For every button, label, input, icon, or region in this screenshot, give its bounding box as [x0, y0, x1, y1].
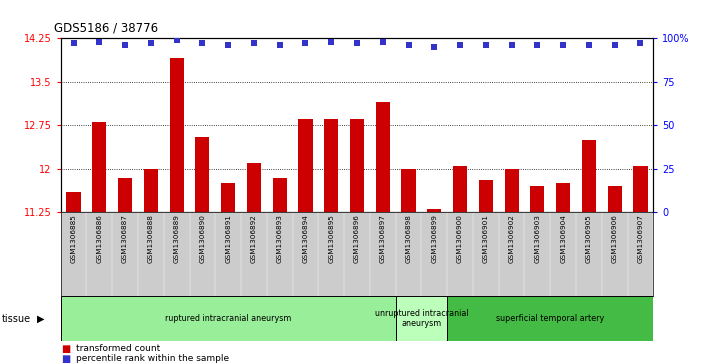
- Bar: [118, 178, 132, 212]
- Text: GSM1306898: GSM1306898: [406, 214, 411, 263]
- Text: percentile rank within the sample: percentile rank within the sample: [76, 354, 229, 363]
- Bar: [505, 169, 518, 212]
- Point: [326, 39, 337, 45]
- Text: GSM1306889: GSM1306889: [174, 214, 180, 263]
- Point: [171, 37, 182, 43]
- Bar: [376, 102, 390, 212]
- Text: GSM1306887: GSM1306887: [122, 214, 128, 263]
- Text: GSM1306886: GSM1306886: [96, 214, 102, 263]
- Text: GSM1306892: GSM1306892: [251, 214, 257, 263]
- Bar: [427, 209, 441, 212]
- Bar: [350, 119, 364, 212]
- Text: unruptured intracranial
aneurysm: unruptured intracranial aneurysm: [375, 309, 468, 328]
- Bar: [247, 163, 261, 212]
- Point: [609, 42, 620, 48]
- Bar: [273, 178, 287, 212]
- Text: ruptured intracranial aneurysm: ruptured intracranial aneurysm: [165, 314, 291, 323]
- Text: GSM1306906: GSM1306906: [612, 214, 618, 263]
- Text: GSM1306897: GSM1306897: [380, 214, 386, 263]
- Text: GSM1306893: GSM1306893: [277, 214, 283, 263]
- Bar: [582, 140, 596, 212]
- Point: [351, 40, 363, 46]
- Text: GSM1306903: GSM1306903: [534, 214, 540, 263]
- Bar: [453, 166, 467, 212]
- Bar: [479, 180, 493, 212]
- Bar: [324, 119, 338, 212]
- Text: ▶: ▶: [37, 314, 45, 323]
- Point: [145, 40, 156, 46]
- Text: GSM1306895: GSM1306895: [328, 214, 334, 263]
- Text: tissue: tissue: [1, 314, 31, 323]
- Bar: [298, 119, 313, 212]
- Text: GSM1306905: GSM1306905: [586, 214, 592, 263]
- Text: GSM1306899: GSM1306899: [431, 214, 437, 263]
- Point: [635, 40, 646, 46]
- Bar: [66, 192, 81, 212]
- Bar: [531, 186, 545, 212]
- Text: GSM1306885: GSM1306885: [71, 214, 76, 263]
- Point: [68, 40, 79, 46]
- Point: [248, 40, 260, 46]
- Text: GSM1306901: GSM1306901: [483, 214, 489, 263]
- Point: [403, 42, 414, 48]
- Point: [532, 42, 543, 48]
- Bar: [221, 183, 235, 212]
- Bar: [144, 169, 158, 212]
- Point: [428, 44, 440, 50]
- Bar: [633, 166, 648, 212]
- Text: GSM1306891: GSM1306891: [225, 214, 231, 263]
- Text: GSM1306888: GSM1306888: [148, 214, 154, 263]
- Point: [454, 42, 466, 48]
- Bar: [447, 296, 653, 341]
- Point: [583, 42, 595, 48]
- Point: [377, 39, 388, 45]
- Point: [119, 42, 131, 48]
- Text: GSM1306900: GSM1306900: [457, 214, 463, 263]
- Point: [480, 42, 491, 48]
- Bar: [196, 137, 209, 212]
- Point: [196, 40, 208, 46]
- Text: ■: ■: [61, 354, 70, 363]
- Bar: [92, 122, 106, 212]
- Text: GSM1306896: GSM1306896: [354, 214, 360, 263]
- Text: GSM1306907: GSM1306907: [638, 214, 643, 263]
- Text: GSM1306904: GSM1306904: [560, 214, 566, 263]
- Point: [274, 42, 286, 48]
- Text: superficial temporal artery: superficial temporal artery: [496, 314, 604, 323]
- Bar: [396, 296, 447, 341]
- Text: GDS5186 / 38776: GDS5186 / 38776: [54, 21, 158, 34]
- Point: [300, 40, 311, 46]
- Text: GSM1306890: GSM1306890: [199, 214, 206, 263]
- Text: transformed count: transformed count: [76, 344, 161, 353]
- Point: [558, 42, 569, 48]
- Text: GSM1306902: GSM1306902: [508, 214, 515, 263]
- Text: GSM1306894: GSM1306894: [303, 214, 308, 263]
- Bar: [608, 186, 622, 212]
- Bar: [401, 169, 416, 212]
- Point: [94, 39, 105, 45]
- Point: [223, 42, 234, 48]
- Bar: [556, 183, 570, 212]
- Point: [506, 42, 518, 48]
- Text: ■: ■: [61, 344, 70, 354]
- Bar: [169, 58, 183, 212]
- Bar: [61, 296, 396, 341]
